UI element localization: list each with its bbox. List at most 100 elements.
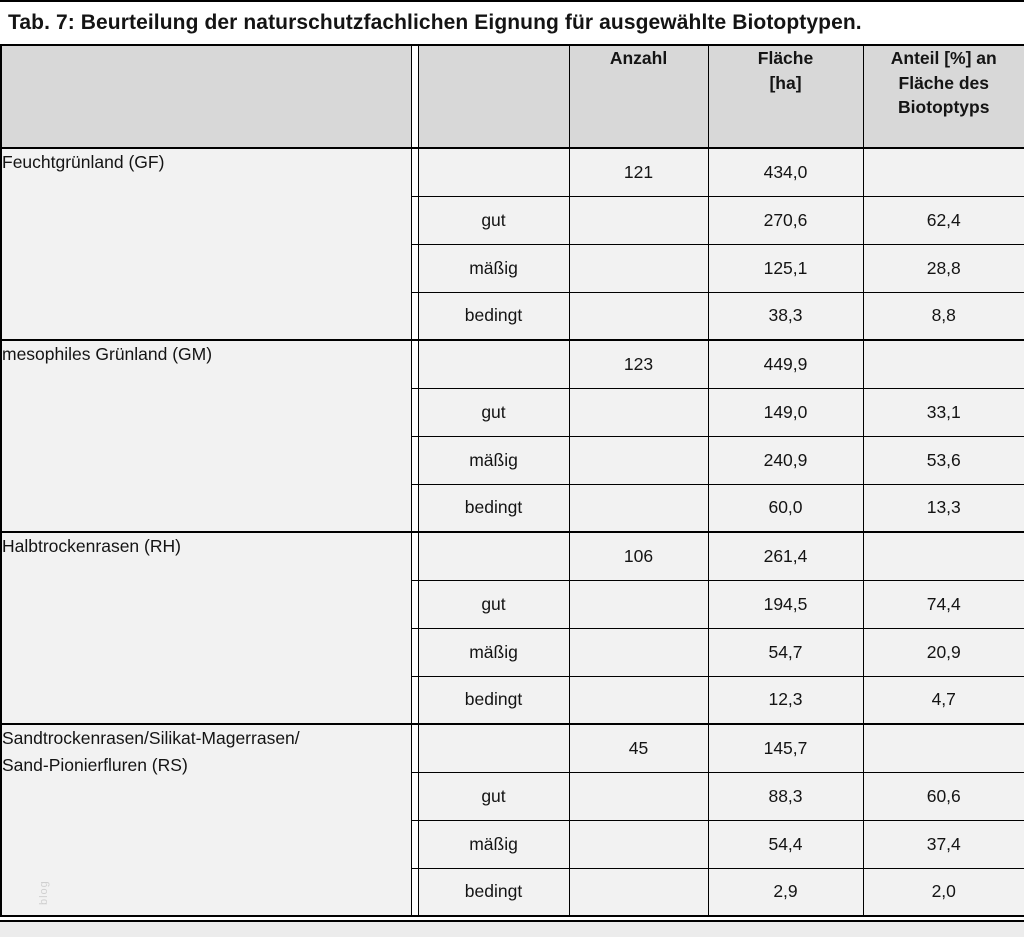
spacer-cell bbox=[410, 819, 419, 869]
spacer-cell bbox=[410, 771, 419, 821]
flaeche-cell: 194,5 bbox=[707, 579, 864, 629]
rating-cell: mäßig bbox=[417, 819, 570, 869]
anzahl-cell bbox=[568, 195, 709, 245]
biotope-name-cell: mesophiles Grünland (GM) bbox=[0, 339, 412, 533]
anteil-cell bbox=[862, 531, 1024, 581]
anzahl-cell bbox=[568, 483, 709, 533]
rating-cell: mäßig bbox=[417, 243, 570, 293]
rating-cell bbox=[417, 723, 570, 773]
rating-cell: bedingt bbox=[417, 867, 570, 917]
spacer-cell bbox=[410, 723, 419, 773]
biotope-name-cell: Sandtrockenrasen/Silikat-Magerrasen/ San… bbox=[0, 723, 412, 917]
anteil-cell: 20,9 bbox=[862, 627, 1024, 677]
anzahl-cell bbox=[568, 627, 709, 677]
flaeche-cell: 449,9 bbox=[707, 339, 864, 389]
rating-cell: gut bbox=[417, 579, 570, 629]
table-row: gut 194,5 74,4 bbox=[1, 579, 1024, 629]
flaeche-cell: 2,9 bbox=[707, 867, 864, 917]
spacer-cell bbox=[410, 387, 419, 437]
table-row: gut 270,6 62,4 bbox=[1, 195, 1024, 245]
spacer-cell bbox=[410, 579, 419, 629]
flaeche-cell: 434,0 bbox=[707, 147, 864, 197]
anzahl-cell: 45 bbox=[568, 723, 709, 773]
anteil-cell: 28,8 bbox=[862, 243, 1024, 293]
spacer-cell bbox=[410, 435, 419, 485]
table-row: Feuchtgrünland (GF) 121 434,0 bbox=[0, 147, 1024, 341]
table-row: mäßig 54,7 20,9 bbox=[1, 627, 1024, 677]
table-row: gut 88,3 60,6 bbox=[1, 771, 1024, 821]
anzahl-cell bbox=[568, 867, 709, 917]
table-row: Sandtrockenrasen/Silikat-Magerrasen/ San… bbox=[0, 723, 1024, 917]
header-spacer-cell bbox=[410, 44, 419, 149]
flaeche-cell: 54,4 bbox=[707, 819, 864, 869]
biotope-suitability-table: Anzahl Fläche [ha] Anteil [%] an Fläche … bbox=[0, 44, 1024, 917]
table-row: bedingt 2,9 2,0 bbox=[1, 867, 1024, 917]
flaeche-cell: 88,3 bbox=[707, 771, 864, 821]
anteil-cell: 53,6 bbox=[862, 435, 1024, 485]
anzahl-cell bbox=[568, 243, 709, 293]
anzahl-cell bbox=[568, 435, 709, 485]
anzahl-cell bbox=[568, 771, 709, 821]
header-cell-anteil: Anteil [%] an Fläche des Biotoptyps bbox=[862, 44, 1024, 149]
anzahl-cell bbox=[568, 819, 709, 869]
rating-cell bbox=[417, 531, 570, 581]
flaeche-cell: 149,0 bbox=[707, 387, 864, 437]
table-caption: Tab. 7: Beurteilung der naturschutzfachl… bbox=[8, 11, 862, 34]
anteil-cell: 60,6 bbox=[862, 771, 1024, 821]
rating-cell bbox=[417, 339, 570, 389]
flaeche-cell: 261,4 bbox=[707, 531, 864, 581]
rating-cell: gut bbox=[417, 387, 570, 437]
anteil-cell: 13,3 bbox=[862, 483, 1024, 533]
rating-cell bbox=[417, 147, 570, 197]
flaeche-cell: 38,3 bbox=[707, 291, 864, 341]
header-cell-biotoptyp bbox=[0, 44, 412, 149]
top-rule bbox=[0, 0, 1024, 2]
anteil-cell: 62,4 bbox=[862, 195, 1024, 245]
flaeche-cell: 54,7 bbox=[707, 627, 864, 677]
anzahl-cell: 106 bbox=[568, 531, 709, 581]
rating-cell: bedingt bbox=[417, 483, 570, 533]
anzahl-cell bbox=[568, 291, 709, 341]
header-cell-anzahl: Anzahl bbox=[568, 44, 709, 149]
anteil-cell: 2,0 bbox=[862, 867, 1024, 917]
spacer-cell bbox=[410, 243, 419, 293]
spacer-cell bbox=[410, 291, 419, 341]
anteil-cell: 8,8 bbox=[862, 291, 1024, 341]
rating-cell: gut bbox=[417, 195, 570, 245]
table-row: mäßig 125,1 28,8 bbox=[1, 243, 1024, 293]
table-row: mäßig 54,4 37,4 bbox=[1, 819, 1024, 869]
header-cell-rating bbox=[417, 44, 570, 149]
table-row: bedingt 60,0 13,3 bbox=[1, 483, 1024, 533]
rating-cell: bedingt bbox=[417, 675, 570, 725]
anteil-cell bbox=[862, 723, 1024, 773]
flaeche-cell: 145,7 bbox=[707, 723, 864, 773]
rating-cell: gut bbox=[417, 771, 570, 821]
header-cell-flaeche: Fläche [ha] bbox=[707, 44, 864, 149]
table-row: mesophiles Grünland (GM) 123 449,9 bbox=[0, 339, 1024, 533]
anzahl-cell bbox=[568, 675, 709, 725]
spacer-cell bbox=[410, 147, 419, 197]
spacer-cell bbox=[410, 195, 419, 245]
spacer-cell bbox=[410, 675, 419, 725]
biotope-name-cell: Feuchtgrünland (GF) bbox=[0, 147, 412, 341]
rating-cell: mäßig bbox=[417, 627, 570, 677]
spacer-cell bbox=[410, 339, 419, 389]
anteil-cell: 33,1 bbox=[862, 387, 1024, 437]
rating-cell: bedingt bbox=[417, 291, 570, 341]
header-row: Anzahl Fläche [ha] Anteil [%] an Fläche … bbox=[0, 44, 1024, 149]
spacer-cell bbox=[410, 867, 419, 917]
flaeche-cell: 125,1 bbox=[707, 243, 864, 293]
anteil-cell: 4,7 bbox=[862, 675, 1024, 725]
spacer-cell bbox=[410, 531, 419, 581]
watermark: blog bbox=[38, 880, 50, 905]
anteil-cell bbox=[862, 339, 1024, 389]
anzahl-cell bbox=[568, 387, 709, 437]
table-row: Halbtrockenrasen (RH) 106 261,4 bbox=[0, 531, 1024, 725]
anzahl-cell: 123 bbox=[568, 339, 709, 389]
flaeche-cell: 60,0 bbox=[707, 483, 864, 533]
anzahl-cell: 121 bbox=[568, 147, 709, 197]
next-section-band bbox=[0, 920, 1024, 937]
spacer-cell bbox=[410, 627, 419, 677]
anzahl-cell bbox=[568, 579, 709, 629]
spacer-cell bbox=[410, 483, 419, 533]
